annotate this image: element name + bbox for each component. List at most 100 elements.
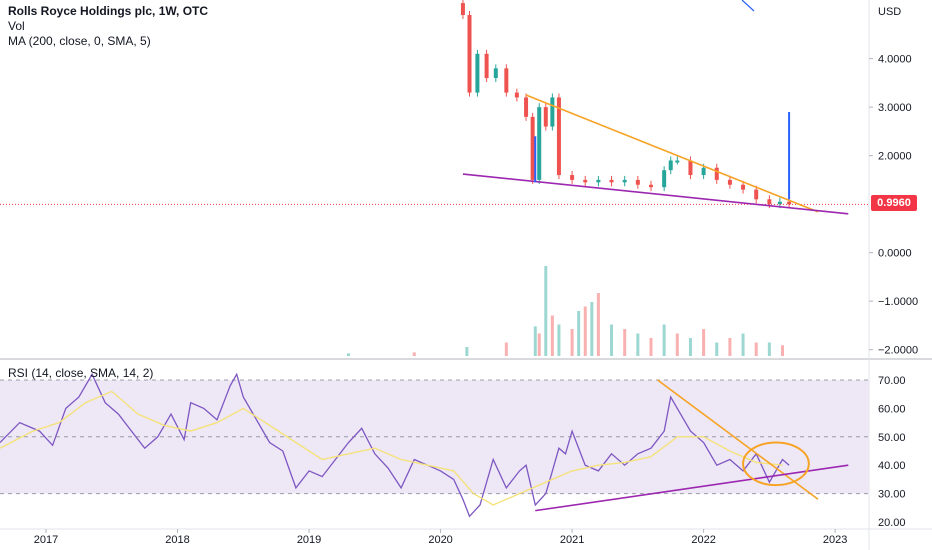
- volume-bar: [577, 311, 581, 356]
- candle-body: [662, 170, 667, 188]
- rsi-purple-trendline: [535, 464, 849, 512]
- volume-bar: [583, 306, 587, 356]
- candle-body: [467, 15, 472, 93]
- price-candles: [460, 0, 792, 209]
- rsi-legend[interactable]: RSI (14, close, SMA, 14, 2): [8, 366, 154, 380]
- volume-bar: [741, 333, 745, 356]
- volume-bar: [544, 266, 548, 356]
- candle-body: [493, 68, 498, 79]
- candle-body: [622, 179, 627, 183]
- volume-bar: [675, 333, 679, 356]
- volume-bar: [550, 315, 554, 356]
- time-axis-tick-label: 2020: [428, 534, 452, 546]
- legend-symbol-title[interactable]: Rolls Royce Holdings plc, 1W, OTC: [8, 4, 209, 18]
- candle-body: [787, 201, 792, 205]
- price-axis-tick-label: 3.0000: [878, 102, 912, 114]
- price-axis-tick-label: −2.0000: [878, 345, 918, 357]
- time-axis-tick-label: 2017: [34, 534, 58, 546]
- rsi-axis-tick-label: 60.00: [878, 403, 906, 415]
- volume-bar: [533, 326, 537, 356]
- time-axis[interactable]: 2017 2018 2019 2020 2021 2022 2023: [0, 528, 932, 546]
- rsi-band-lines: [0, 379, 869, 495]
- legend-volume[interactable]: Vol: [8, 19, 25, 33]
- volume-bar: [570, 329, 574, 356]
- rsi-panel[interactable]: [0, 372, 869, 518]
- volume-bar: [715, 342, 719, 356]
- candle-body: [543, 107, 548, 127]
- price-trendlines[interactable]: [462, 94, 849, 215]
- price-axis[interactable]: USD 4.0000 3.0000 2.0000 0.0000 −1.0000 −2.00…: [878, 6, 918, 357]
- price-gridlines: [869, 58, 873, 351]
- candle-body: [537, 107, 542, 180]
- time-axis-tick-label: 2019: [297, 534, 321, 546]
- candle-body: [524, 97, 529, 117]
- last-price-tag: 0.9960: [871, 195, 917, 211]
- volume-bar: [537, 333, 541, 356]
- rsi-lines: [0, 372, 790, 518]
- candle-body: [777, 201, 782, 205]
- candle-body: [727, 179, 732, 185]
- volume-bar: [688, 338, 692, 356]
- candle-body: [530, 116, 535, 180]
- volume-bar: [590, 302, 594, 356]
- candle-body: [688, 160, 693, 176]
- price-axis-currency: USD: [878, 6, 901, 18]
- volume-bar: [596, 293, 600, 356]
- rsi-orange-ellipse: [742, 441, 810, 487]
- candle-body: [714, 167, 719, 180]
- candle-body: [741, 184, 746, 190]
- candle-body: [754, 189, 759, 200]
- volume-bar: [465, 347, 469, 356]
- volume-bar: [662, 324, 666, 356]
- candle-body: [460, 3, 465, 15]
- volume-bar: [557, 324, 561, 356]
- blue-drawing-line-top[interactable]: [741, 0, 755, 12]
- candle-body: [635, 179, 640, 185]
- rsi-orange-trendline: [657, 379, 819, 500]
- rsi-axis-tick-label: 30.00: [878, 489, 906, 501]
- candle-body: [556, 97, 561, 176]
- volume-bar: [649, 338, 653, 356]
- price-axis-tick-label: 2.0000: [878, 151, 912, 163]
- volume-bar: [412, 352, 416, 356]
- candle-body: [701, 167, 706, 176]
- rsi-axis-tick-label: 70.00: [878, 375, 906, 387]
- volume-bar: [610, 324, 614, 356]
- price-axis-tick-label: −1.0000: [878, 296, 918, 308]
- time-axis-tick-label: 2022: [691, 534, 715, 546]
- volume-bar: [636, 333, 640, 356]
- volume-bar: [504, 342, 508, 356]
- candle-body: [583, 179, 588, 183]
- rsi-axis[interactable]: 70.00 60.00 50.00 40.00 30.00 20.00: [878, 375, 906, 529]
- price-purple-trendline: [462, 173, 849, 215]
- candle-body: [514, 92, 519, 98]
- candle-body: [609, 179, 614, 183]
- volume-bar: [754, 342, 758, 356]
- candle-body: [649, 184, 653, 188]
- volume-bar: [728, 338, 732, 356]
- candle-body: [475, 53, 480, 93]
- rsi-trendlines[interactable]: [535, 379, 849, 512]
- volume-bar: [623, 329, 627, 356]
- candle-body: [675, 160, 680, 163]
- legend-moving-average[interactable]: MA (200, close, 0, SMA, 5): [8, 34, 151, 48]
- time-axis-tick-label: 2018: [165, 534, 189, 546]
- candle-body: [484, 53, 489, 79]
- rsi-ma-line: [0, 390, 783, 506]
- candle-body: [596, 179, 601, 183]
- price-orange-trendline: [525, 94, 819, 213]
- rsi-axis-tick-label: 40.00: [878, 460, 906, 472]
- volume-bar: [347, 353, 351, 356]
- candle-body: [504, 68, 509, 93]
- candle-body: [550, 97, 555, 127]
- candle-body: [668, 160, 673, 171]
- volume-bars: [347, 266, 785, 356]
- candle-body: [767, 199, 772, 205]
- time-axis-tick-label: 2023: [823, 534, 847, 546]
- price-axis-tick-label: 0.0000: [878, 248, 912, 260]
- candle-body: [570, 175, 575, 180]
- volume-bar: [767, 342, 771, 356]
- time-axis-tick-label: 2021: [560, 534, 584, 546]
